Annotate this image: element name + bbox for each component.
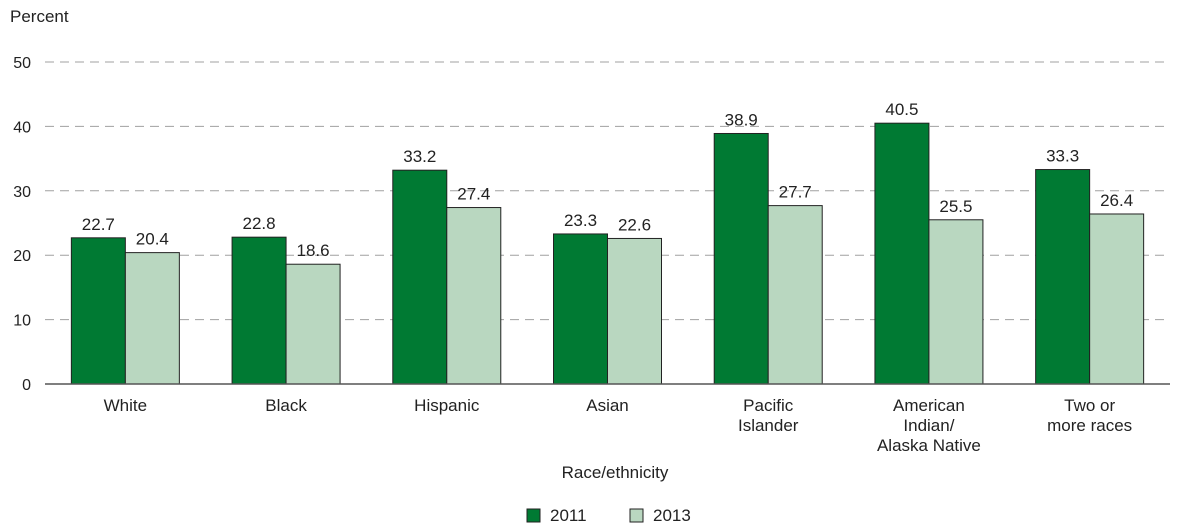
- value-label-2011: 22.8: [243, 214, 276, 233]
- category-label: Two or: [1064, 396, 1115, 415]
- y-axis-ticks: 0 10 20 30 40 50: [13, 55, 31, 394]
- category-label: Islander: [738, 416, 799, 435]
- y-tick-label: 20: [13, 248, 31, 265]
- value-label-2011: 33.3: [1046, 147, 1079, 166]
- x-axis-title: Race/ethnicity: [562, 463, 669, 482]
- legend-label-2011: 2011: [550, 506, 587, 525]
- bar-2011: [392, 169, 448, 385]
- bar-2013: [285, 263, 341, 385]
- value-label-2013: 27.7: [779, 183, 812, 202]
- value-label-2013: 26.4: [1100, 191, 1133, 210]
- value-label-2013: 27.4: [457, 185, 490, 204]
- bar-2013: [928, 219, 984, 385]
- y-axis-title: Percent: [10, 7, 69, 26]
- value-label-2011: 40.5: [885, 100, 918, 119]
- legend-label-2013: 2013: [653, 506, 691, 525]
- bar-2011: [713, 132, 769, 385]
- value-label-2013: 25.5: [939, 197, 972, 216]
- y-tick-label: 30: [13, 184, 31, 201]
- category-label: White: [104, 396, 147, 415]
- legend-swatch-2011: [526, 508, 541, 523]
- y-tick-label: 50: [13, 55, 31, 72]
- bar-2013: [124, 252, 180, 385]
- legend: 2011 2013: [526, 506, 691, 525]
- category-label: American: [893, 396, 965, 415]
- bar-2011: [70, 237, 126, 385]
- value-label-2011: 38.9: [725, 110, 758, 129]
- value-label-2011: 23.3: [564, 211, 597, 230]
- value-label-2011: 33.2: [403, 147, 436, 166]
- category-label: Pacific: [743, 396, 794, 415]
- bar-2011: [553, 233, 608, 385]
- bar-2013: [446, 207, 502, 385]
- category-label: Alaska Native: [877, 436, 981, 455]
- category-label: Hispanic: [414, 396, 480, 415]
- value-labels: 22.7 20.4 22.8 18.6 33.2 27.4 23.3 22.6 38.9 27.7…: [82, 100, 1133, 260]
- bar-2011: [1035, 169, 1091, 385]
- category-label: more races: [1047, 416, 1132, 435]
- bar-2011: [231, 236, 287, 385]
- bar-2013: [767, 205, 823, 385]
- bars: [70, 122, 1145, 385]
- bar-2011: [874, 122, 930, 385]
- value-label-2011: 22.7: [82, 215, 115, 234]
- category-label: Indian/: [903, 416, 954, 435]
- legend-swatch-2013: [629, 508, 644, 523]
- y-tick-label: 40: [13, 119, 31, 136]
- category-label: Asian: [586, 396, 629, 415]
- value-label-2013: 18.6: [297, 241, 330, 260]
- value-label-2013: 22.6: [618, 215, 651, 234]
- value-label-2013: 20.4: [136, 230, 169, 249]
- category-label: Black: [265, 396, 307, 415]
- bar-2013: [607, 237, 662, 385]
- bar-2013: [1089, 213, 1145, 385]
- y-tick-label: 0: [22, 377, 31, 394]
- y-tick-label: 10: [13, 313, 31, 330]
